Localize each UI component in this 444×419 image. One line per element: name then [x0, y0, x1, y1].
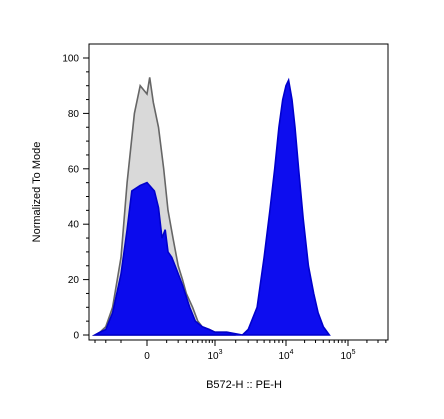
- x-axis-title: B572-H :: PE-H: [206, 379, 282, 391]
- x-tick-label: 0: [144, 351, 150, 362]
- y-tick-label: 0: [73, 331, 79, 342]
- plot-area: 0 20 40 60 80 100 0 103 104 105: [62, 43, 389, 362]
- y-tick-label: 40: [68, 220, 80, 231]
- x-axis: 0 103 104 105: [94, 340, 387, 362]
- y-tick-label: 80: [68, 109, 80, 120]
- histogram-series-2: [91, 77, 331, 336]
- y-tick-label: 60: [68, 164, 80, 175]
- series-layer: [91, 77, 331, 336]
- y-axis: 0 20 40 60 80 100: [62, 54, 89, 342]
- x-tick-label: 104: [278, 349, 293, 362]
- y-tick-label: 100: [62, 54, 79, 65]
- y-axis-title: Normalized To Mode: [31, 142, 43, 243]
- x-tick-label: 103: [207, 349, 222, 362]
- x-tick-label: 105: [340, 349, 355, 362]
- y-tick-label: 20: [68, 275, 80, 286]
